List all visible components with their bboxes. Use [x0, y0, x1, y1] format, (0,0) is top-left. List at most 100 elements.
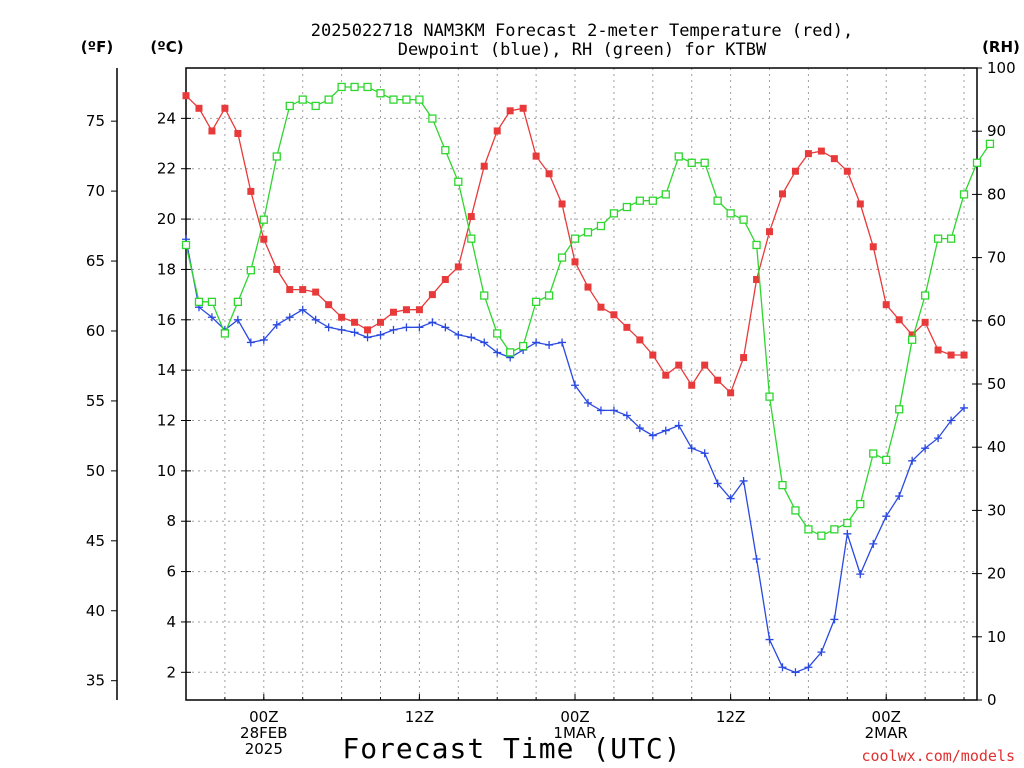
c-tick-label: 14: [157, 361, 176, 379]
dewpoint-point: [791, 668, 800, 677]
dewpoint-point: [596, 406, 605, 415]
series-layer: [181, 82, 995, 677]
dewpoint-point: [285, 313, 294, 322]
temperature-point: [441, 276, 449, 284]
rh-point: [609, 209, 619, 218]
dewpoint-point: [882, 512, 891, 521]
dewpoint-point: [778, 663, 787, 672]
dewpoint-point: [908, 456, 917, 465]
dewpoint-point: [350, 328, 359, 337]
rh-point: [259, 215, 268, 224]
temperature-point: [934, 346, 942, 354]
rh-point: [804, 525, 813, 534]
chart-title-line-1: 2025022718 NAM3KM Forecast 2-meter Tempe…: [311, 21, 853, 41]
rh-point: [713, 196, 722, 205]
rh-point: [765, 392, 774, 401]
x-tick-label: 28FEB: [240, 724, 287, 742]
f-tick-label: 35: [86, 672, 105, 690]
dewpoint-point: [609, 406, 618, 415]
rh-point: [856, 499, 865, 509]
temperature-point: [856, 200, 864, 208]
temperature-point: [869, 243, 877, 251]
temperature-point: [714, 376, 722, 384]
temperature-point: [519, 104, 527, 112]
rh-point: [622, 202, 632, 212]
source-credit: coolwx.com/models: [861, 747, 1015, 765]
c-tick-label: 2: [166, 663, 176, 681]
temperature-point: [623, 323, 631, 331]
rh-point: [233, 297, 243, 306]
x-tick-label: 2025: [245, 740, 283, 758]
dewpoint-point: [259, 335, 268, 344]
celsius-unit-label: (ºC): [150, 38, 183, 56]
dewpoint-point: [934, 434, 943, 443]
dewpoint-point: [389, 325, 398, 334]
temperature-point: [532, 152, 540, 160]
dewpoint-point: [713, 479, 722, 488]
dewpoint-point: [947, 416, 956, 425]
temperature-point: [882, 301, 890, 309]
c-tick-label: 22: [157, 160, 176, 178]
rh-point: [506, 348, 515, 357]
temperature-point: [325, 301, 333, 309]
dewpoint-point: [661, 426, 670, 435]
f-tick-label: 50: [86, 462, 105, 480]
temperature-point: [804, 150, 812, 158]
temperature-point: [493, 127, 501, 135]
c-tick-label: 24: [157, 109, 176, 127]
c-tick-label: 16: [157, 311, 176, 329]
dewpoint-point: [752, 554, 761, 563]
rh-tick-label: 60: [987, 312, 1006, 330]
rh-point: [752, 240, 761, 250]
dewpoint-line: [185, 239, 965, 673]
x-tick-label: 2MAR: [865, 724, 908, 742]
dewpoint-point: [480, 338, 489, 347]
dewpoint-point: [960, 403, 969, 412]
dewpoint-point: [311, 315, 320, 324]
x-tick-label: 12Z: [405, 708, 434, 726]
rh-point: [895, 405, 904, 414]
rh-tick-label: 100: [987, 59, 1016, 77]
rh-point: [415, 95, 424, 104]
rh-point: [493, 329, 502, 338]
rh-point: [635, 196, 645, 205]
rh-point: [674, 152, 683, 161]
temperature-point: [545, 170, 553, 178]
rh-tick-label: 50: [987, 375, 1006, 393]
temperature-point: [389, 308, 397, 316]
rh-point: [908, 335, 917, 344]
temperature-point: [921, 318, 929, 326]
dewpoint-point: [830, 615, 839, 624]
temperature-point: [895, 316, 903, 324]
temperature-point: [415, 306, 423, 314]
c-tick-label: 6: [166, 563, 176, 581]
rh-tick-label: 80: [987, 185, 1006, 203]
temperature-point: [247, 187, 255, 195]
rh-point: [363, 82, 372, 92]
temperature-point: [338, 313, 346, 321]
dewpoint-point: [363, 333, 372, 342]
rh-point: [220, 329, 230, 338]
temperature-point: [286, 286, 294, 294]
temperature-point: [273, 265, 281, 273]
rh-point: [583, 228, 593, 237]
dewpoint-point: [454, 330, 463, 339]
rh-point: [518, 341, 528, 351]
temperature-point: [636, 336, 644, 344]
temperature-point: [817, 147, 825, 155]
dewpoint-point: [726, 494, 735, 503]
temperature-point: [312, 288, 320, 296]
c-tick-label: 20: [157, 210, 176, 228]
dewpoint-point: [765, 635, 774, 644]
rh-unit-label: (RH): [982, 38, 1020, 56]
x-tick-label: 00Z: [872, 708, 901, 726]
f-tick-label: 70: [86, 182, 105, 200]
temperature-point: [908, 331, 916, 339]
f-tick-label: 60: [86, 322, 105, 340]
temperature-point: [960, 351, 968, 359]
dewpoint-point: [622, 411, 631, 420]
rh-point: [428, 114, 437, 123]
dewpoint-point: [869, 539, 878, 548]
rh-point: [946, 234, 956, 243]
temperature-point: [597, 303, 605, 311]
